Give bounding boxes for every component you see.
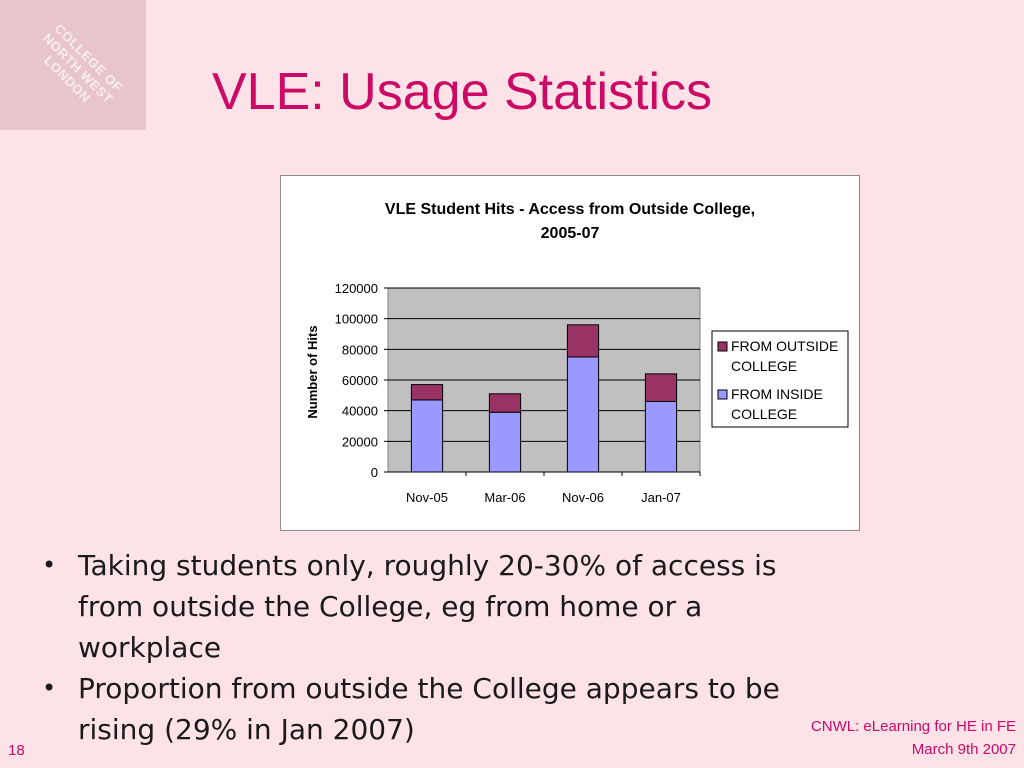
logo-line: NORTH WEST — [40, 30, 116, 107]
x-tick-label: Nov-05 — [406, 490, 448, 505]
legend-swatch — [717, 389, 728, 400]
chart-title-line: VLE Student Hits - Access from Outside C… — [384, 201, 756, 218]
college-logo: COLLEGE OF NORTH WEST LONDON — [0, 0, 146, 130]
y-tick-label: 20000 — [342, 434, 378, 449]
y-axis-label: Number of Hits — [305, 325, 320, 418]
bullet-item: • Taking students only, roughly 20-30% o… — [40, 545, 830, 668]
legend-box — [711, 330, 849, 428]
y-tick-label: 40000 — [342, 404, 378, 419]
slide-title: VLE: Usage Statistics — [212, 63, 712, 121]
bar-segment-outside — [410, 384, 444, 401]
chart-svg: 0 20000 40000 60000 80000 100000 120000 Nov-05 M… — [305, 281, 849, 505]
bullet-list: • Taking students only, roughly 20-30% o… — [40, 545, 830, 750]
footer-line: CNWL: eLearning for HE in FE — [810, 718, 1016, 735]
bullet-text: Proportion from outside the College appe… — [78, 672, 780, 746]
x-tick-label: Jan-07 — [641, 490, 681, 505]
y-tick-label: 100000 — [335, 312, 378, 327]
bar-segment-inside — [410, 399, 444, 473]
y-tick-label: 80000 — [342, 342, 378, 357]
x-tick-label: Mar-06 — [484, 490, 525, 505]
bullet-dot: • — [42, 551, 57, 579]
bar-segment-outside — [488, 393, 522, 413]
footer-line: March 9th 2007 — [911, 741, 1016, 758]
bar-segment-inside — [644, 400, 678, 473]
bullet-text: Taking students only, roughly 20-30% of … — [78, 549, 777, 664]
y-tick-label: 0 — [371, 465, 378, 480]
chart: VLE Student Hits - Access from Outside C… — [280, 175, 860, 531]
x-tick-label: Nov-06 — [562, 490, 604, 505]
footer-info: CNWL: eLearning for HE in FE March 9th 2… — [811, 715, 1016, 761]
page-number: 18 — [8, 742, 25, 759]
chart-title: VLE Student Hits - Access from Outside C… — [281, 198, 859, 246]
legend-label: FROM INSIDE — [731, 386, 823, 402]
bar-segment-inside — [566, 356, 600, 473]
bar-segment-outside — [566, 324, 600, 358]
chart-title-line: 2005-07 — [540, 225, 600, 242]
legend-label: FROM OUTSIDE — [731, 338, 838, 354]
bar-segment-inside — [488, 411, 522, 473]
y-tick-label: 60000 — [342, 373, 378, 388]
bullet-dot: • — [42, 674, 57, 702]
legend-label: COLLEGE — [731, 358, 797, 374]
y-tick-label: 120000 — [335, 281, 378, 296]
bar-segment-outside — [644, 373, 678, 402]
legend-label: COLLEGE — [731, 406, 797, 422]
legend-swatch — [717, 341, 728, 352]
bullet-item: • Proportion from outside the College ap… — [40, 668, 830, 750]
logo-text: COLLEGE OF NORTH WEST LONDON — [20, 10, 137, 127]
